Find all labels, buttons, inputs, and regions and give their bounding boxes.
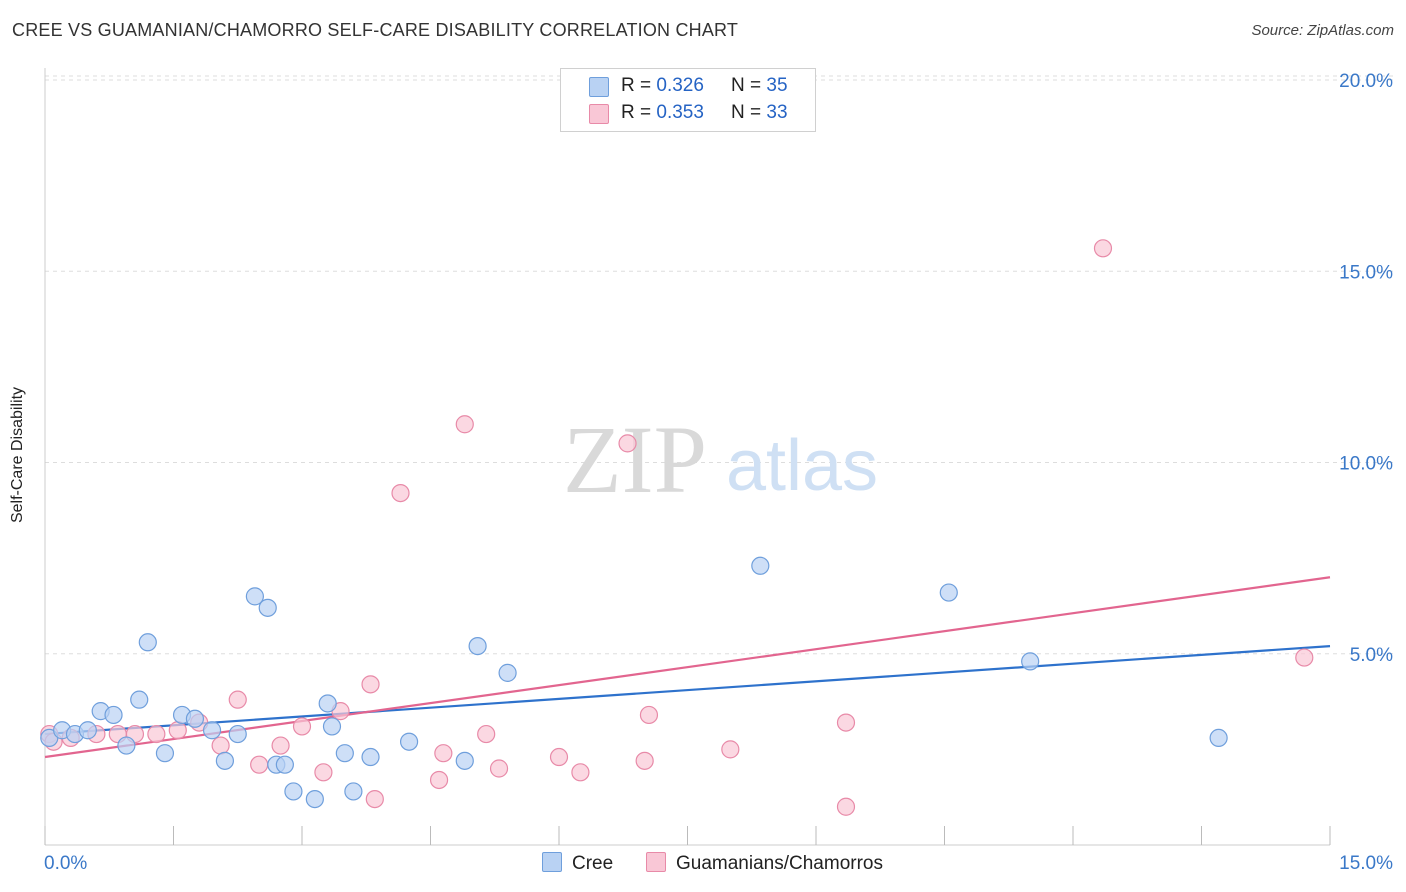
guam-point (618, 434, 637, 453)
legend-r-label: R = (621, 75, 652, 96)
guam-point (721, 740, 740, 759)
y-tick-label: 10.0% (1339, 454, 1393, 475)
guam-point (489, 759, 509, 778)
guam-point (1295, 648, 1314, 667)
guam-point (455, 415, 474, 434)
y-tick-label: 20.0% (1339, 71, 1393, 92)
bottom-legend-cree: Cree (542, 852, 613, 875)
cree-point (344, 782, 363, 801)
legend-swatch-cree (589, 77, 609, 97)
cree-point (751, 556, 770, 575)
legend-r-label: R = (621, 102, 652, 123)
legend-r-cree: R = 0.326 (621, 75, 704, 97)
cree-point (258, 598, 277, 617)
legend-row-cree: R = 0.326 N = 35 (561, 74, 815, 100)
legend-n-cree: N = 35 (731, 75, 788, 97)
cree-point (335, 744, 354, 763)
guam-point (429, 770, 449, 790)
cree-point (185, 709, 205, 728)
legend-swatch-guam (589, 104, 609, 124)
legend-n-label: N = (731, 75, 762, 96)
bottom-legend-swatch-cree (542, 852, 562, 872)
guam-point (1093, 239, 1113, 258)
guam-point (314, 763, 333, 782)
x-tick-label: 0.0% (44, 853, 87, 874)
legend-row-guam: R = 0.353 N = 33 (561, 101, 815, 127)
cree-point (939, 583, 958, 602)
guam-point (836, 797, 856, 816)
cree-point (275, 755, 294, 774)
bottom-legend-label-guam: Guamanians/Chamorros (676, 853, 883, 874)
data-points (40, 239, 1314, 816)
cree-trend-line (44, 645, 1331, 736)
watermark-zip: ZIP (563, 406, 707, 513)
y-tick-label: 15.0% (1339, 262, 1393, 283)
legend-r-value: 0.353 (656, 102, 704, 123)
cree-point (138, 633, 157, 652)
guam-point (549, 747, 569, 767)
guam-point (365, 789, 384, 809)
guam-point (391, 484, 410, 503)
guam-point (292, 717, 312, 736)
x-tick-label: 15.0% (1339, 853, 1393, 874)
watermark: ZIP atlas (563, 406, 878, 513)
cree-point (202, 721, 222, 740)
chart-title: CREE VS GUAMANIAN/CHAMORRO SELF-CARE DIS… (12, 20, 739, 40)
guam-point (635, 751, 654, 770)
grid-lines (45, 75, 1395, 655)
cree-point (130, 690, 149, 709)
legend-n-value: 33 (766, 102, 788, 123)
cree-point (318, 694, 337, 713)
cree-point (245, 587, 264, 606)
cree-point (78, 721, 97, 740)
guam-point (271, 736, 290, 755)
trend-lines (44, 576, 1331, 759)
cree-point (1021, 652, 1040, 671)
legend-n-guam: N = 33 (731, 102, 788, 124)
y-tick-label: 5.0% (1350, 645, 1393, 666)
legend-n-label: N = (731, 102, 762, 123)
cree-point (498, 663, 517, 682)
cree-point (305, 789, 324, 809)
cree-point (322, 717, 342, 736)
guam-point (361, 675, 380, 694)
bottom-legend-guam: Guamanians/Chamorros (646, 852, 883, 875)
correlation-legend: R = 0.326 N = 35 R = 0.353 N = 33 (560, 68, 816, 132)
cree-point (155, 744, 175, 763)
cree-point (215, 751, 234, 770)
axes (44, 68, 1331, 846)
tick-labels: 5.0% 10.0% 15.0% 20.0% 0.0% 15.0% (44, 71, 1393, 874)
guam-point (571, 763, 590, 782)
cree-point (104, 705, 123, 725)
y-axis-label: Self-Care Disability (9, 386, 26, 524)
guam-point (147, 724, 166, 744)
legend-r-value: 0.326 (656, 75, 704, 96)
cree-point (1209, 728, 1228, 748)
bottom-legend-label-cree: Cree (572, 853, 614, 874)
cree-point (399, 732, 419, 751)
guam-point (434, 744, 453, 763)
guam-point (211, 736, 230, 755)
guam-point (477, 724, 496, 744)
guam-point (836, 713, 856, 732)
cree-point (455, 751, 474, 770)
guam-point (228, 690, 247, 709)
guam-point (250, 755, 269, 774)
guam-trend-line (44, 576, 1331, 759)
legend-n-value: 35 (766, 75, 788, 96)
cree-point (228, 724, 247, 744)
cree-point (117, 736, 136, 755)
guam-point (639, 705, 659, 725)
watermark-atlas: atlas (726, 426, 878, 506)
bottom-legend-swatch-guam (646, 852, 666, 872)
source-label: Source: ZipAtlas.com (1251, 22, 1394, 39)
guam-point (168, 721, 187, 740)
cree-point (284, 782, 303, 801)
legend-r-guam: R = 0.353 (621, 102, 704, 124)
cree-point (361, 747, 380, 767)
cree-point (468, 636, 487, 656)
